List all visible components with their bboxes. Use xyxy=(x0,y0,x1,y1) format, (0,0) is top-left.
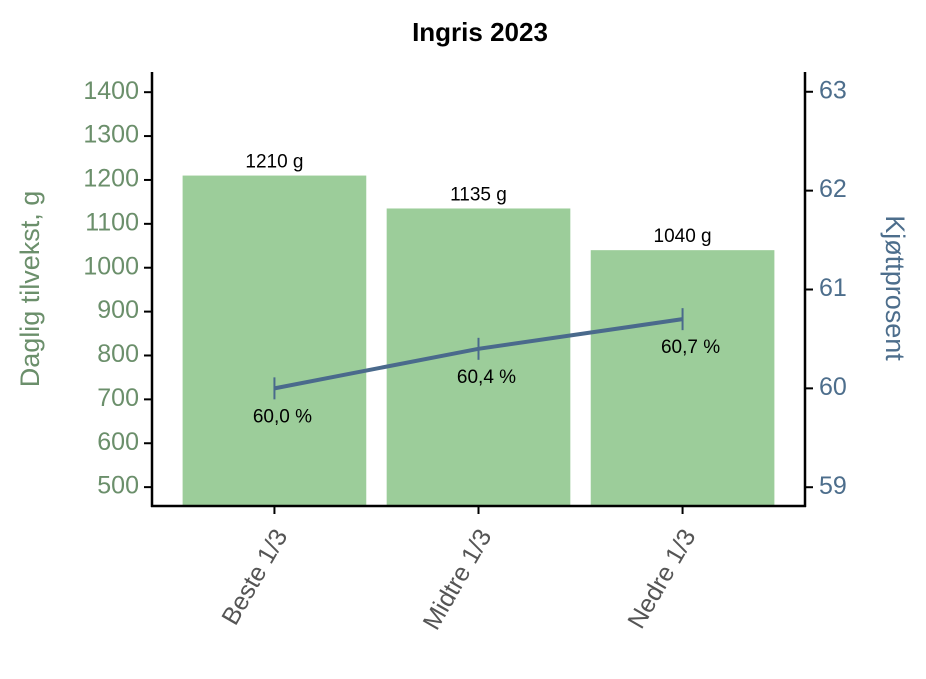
y2-tick-label: 59 xyxy=(819,472,847,500)
line-value-label: 60,0 % xyxy=(253,406,312,427)
line-value-label: 60,7 % xyxy=(661,337,720,358)
y2-tick-label: 63 xyxy=(819,76,847,104)
x-tick-label: Nedre 1/3 xyxy=(622,524,701,633)
x-tick-label: Beste 1/3 xyxy=(216,524,293,629)
y-tick-label: 1000 xyxy=(83,252,139,280)
bar xyxy=(590,250,775,506)
y-tick-label: 900 xyxy=(97,296,139,324)
x-tick-label: Midtre 1/3 xyxy=(418,524,498,634)
y-tick-label: 1400 xyxy=(83,77,139,105)
chart-title: Ingris 2023 xyxy=(412,17,548,47)
line-value-label: 60,4 % xyxy=(457,367,516,388)
y-tick-label: 1100 xyxy=(85,208,139,236)
y-tick-label: 1300 xyxy=(83,121,139,149)
y-tick-label: 700 xyxy=(97,384,139,412)
y-tick-label: 600 xyxy=(97,428,139,456)
y-tick-label: 1200 xyxy=(83,165,139,193)
bar-value-label: 1210 g xyxy=(245,152,303,173)
bar xyxy=(182,175,367,506)
bar-value-label: 1135 g xyxy=(450,184,507,205)
y2-tick-label: 62 xyxy=(819,175,847,203)
y-tick-label: 800 xyxy=(97,340,139,368)
y2-axis-title: Kjøttprosent xyxy=(880,215,910,361)
y-axis-title: Daglig tilvekst, g xyxy=(15,191,45,388)
bar-value-label: 1040 g xyxy=(654,226,712,247)
y-tick-label: 500 xyxy=(97,472,139,500)
y2-tick-label: 60 xyxy=(819,373,847,401)
y2-tick-label: 61 xyxy=(819,274,847,302)
